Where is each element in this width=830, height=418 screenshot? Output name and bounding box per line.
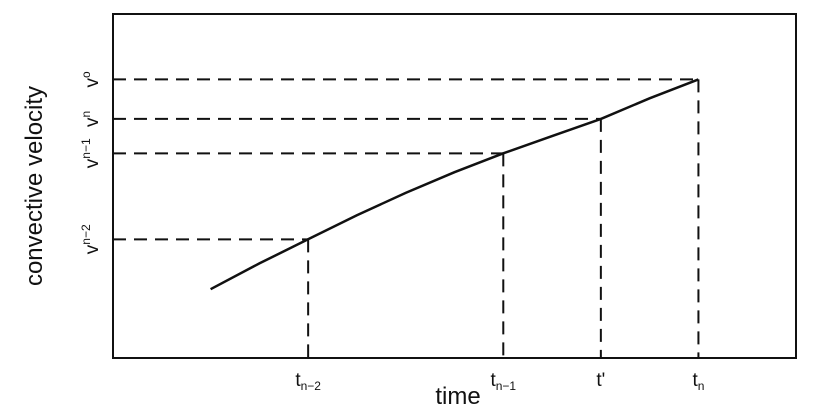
y-axis-label: convective velocity	[21, 86, 48, 286]
y-tick-label-4: vo	[79, 71, 103, 88]
x-tick-label-4: tn	[692, 370, 704, 393]
guide-lines	[113, 78, 700, 358]
x-tick-label-2: tn−1	[490, 370, 516, 393]
plot-frame	[112, 13, 797, 359]
y-tick-label-1: vn−2	[79, 224, 103, 254]
x-tick-labels: tn−2 tn−1 t' tn	[295, 370, 704, 393]
y-tick-labels: vn−2 vn−1 vn vo	[79, 71, 103, 254]
y-tick-label-2: vn−1	[79, 138, 103, 168]
x-tick-label-3: t'	[596, 370, 605, 391]
x-tick-label-1: tn−2	[295, 370, 321, 393]
velocity-curve	[210, 78, 699, 291]
x-axis-label: time	[435, 383, 480, 410]
y-tick-label-3: vn	[79, 111, 103, 127]
